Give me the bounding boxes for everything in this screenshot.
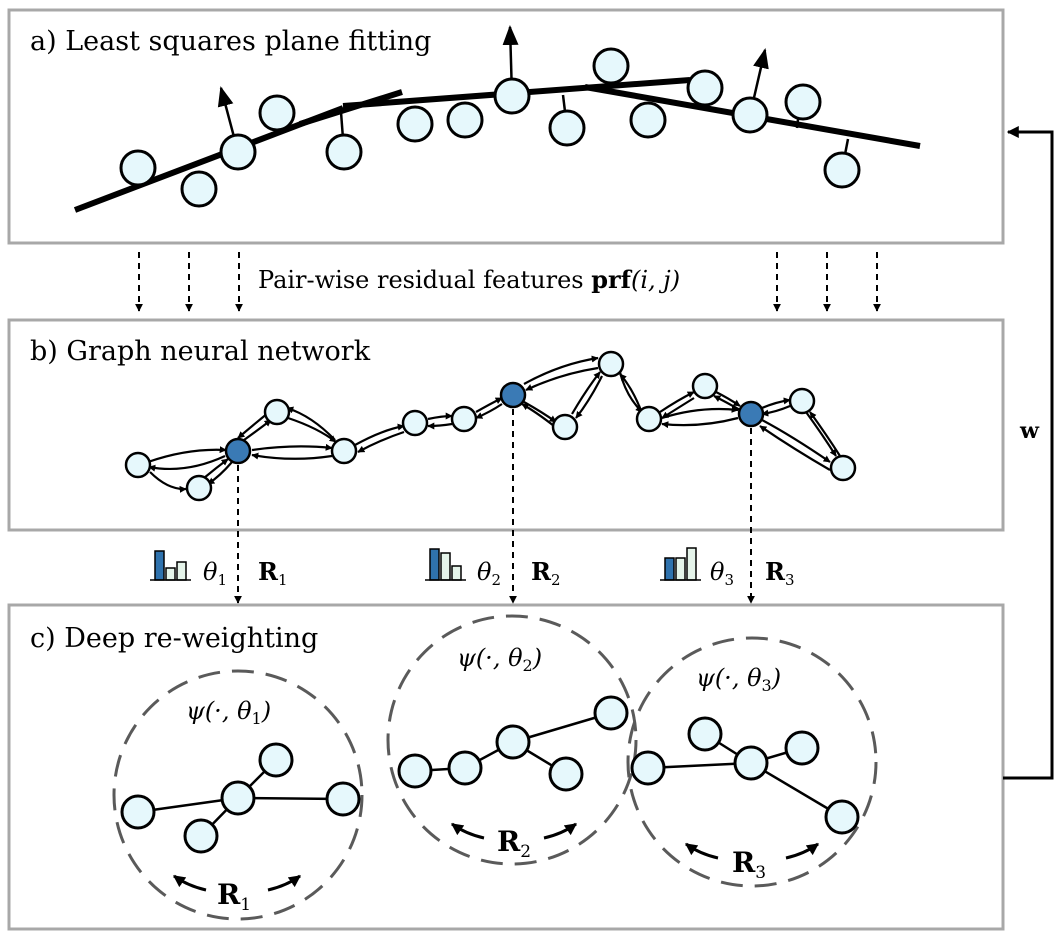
- panel-a-frame: [7, 8, 1005, 245]
- histogram-icon: [425, 548, 466, 581]
- residual-arrows: [135, 252, 881, 312]
- graph-node: [824, 799, 860, 835]
- theta-label: θ2: [477, 558, 501, 589]
- rotation-label: R1: [258, 557, 288, 589]
- rotation-label-2: R2: [497, 825, 531, 862]
- feedback-loop: w: [1003, 126, 1054, 780]
- graph-node-seed-3: [737, 400, 765, 428]
- rotation-arrow: [173, 874, 207, 892]
- rotation-label: R2: [531, 557, 561, 589]
- point: [258, 94, 296, 132]
- rotation-label-3: R3: [732, 846, 766, 883]
- graph-node: [401, 409, 429, 437]
- graph-nodes: [124, 350, 857, 502]
- graph-node: [687, 716, 723, 752]
- graph-node: [691, 372, 719, 400]
- rotation-arrow: [685, 842, 719, 860]
- plane-segment-1: [73, 105, 345, 213]
- panel-c-title: c) Deep re-weighting: [30, 623, 318, 654]
- psi-label-2: ψ(·, θ2): [457, 644, 542, 675]
- panel-a: a) Least squares plane fitting: [7, 8, 1005, 245]
- graph-node-seed-2: [499, 381, 527, 409]
- graph-node: [548, 756, 584, 792]
- point: [731, 96, 769, 134]
- point: [629, 101, 667, 139]
- graph-node: [183, 818, 219, 854]
- rotation-arrow: [543, 822, 577, 840]
- rotation-arrow: [451, 822, 485, 840]
- graph-node-seed-1: [224, 437, 252, 465]
- point: [548, 109, 586, 147]
- graph-node: [829, 454, 857, 482]
- param-group-2: θ2 R2: [425, 548, 561, 589]
- point: [325, 133, 363, 171]
- graph-node: [733, 745, 769, 781]
- graph-node: [220, 780, 256, 816]
- psi-label-1: ψ(·, θ1): [186, 697, 271, 728]
- point: [592, 47, 630, 85]
- graph-node: [495, 724, 531, 760]
- neighborhood-2: [386, 614, 638, 866]
- residual-features-label: Pair-wise residual features prf(i, j): [258, 265, 680, 294]
- graph-node: [120, 794, 156, 830]
- rotation-label: R3: [765, 557, 795, 589]
- graph-node: [447, 750, 483, 786]
- point: [396, 105, 434, 143]
- feedback-arrow: [1003, 126, 1054, 780]
- param-group-1: θ1 R1: [150, 550, 288, 589]
- panel-b-title: b) Graph neural network: [30, 336, 371, 367]
- feedback-label: w: [1019, 418, 1040, 444]
- graph-node: [630, 750, 666, 786]
- graph-node: [330, 437, 358, 465]
- graph-node: [185, 474, 213, 502]
- point: [784, 83, 822, 121]
- neighborhood-1: [112, 669, 364, 921]
- panel-b: b) Graph neural network: [7, 318, 1005, 532]
- panel-b-frame: [7, 318, 1005, 532]
- point: [219, 133, 257, 171]
- panel-c-frame: [7, 603, 1005, 931]
- graph-node: [551, 413, 579, 441]
- psi-label-3: ψ(·, θ3): [696, 664, 781, 695]
- local-graph-1: [120, 742, 361, 854]
- point: [823, 151, 861, 189]
- point: [119, 149, 157, 187]
- histogram-icon: [660, 547, 701, 581]
- theta-label: θ3: [710, 558, 734, 589]
- neighborhood-3: [626, 636, 878, 888]
- graph-node: [258, 742, 294, 778]
- histogram-icon: [150, 550, 191, 581]
- rotation-arrows: [173, 822, 819, 892]
- rotation-arrow: [785, 842, 819, 860]
- panel-c: c) Deep re-weighting ψ(·, θ1) ψ(·, θ2) ψ…: [7, 603, 1005, 931]
- graph-node: [784, 730, 820, 766]
- graph-node: [397, 753, 433, 789]
- graph-node: [124, 451, 152, 479]
- local-graph-3: [630, 716, 860, 835]
- theta-label: θ1: [203, 558, 227, 589]
- graph-node: [325, 781, 361, 817]
- point: [446, 101, 484, 139]
- point: [686, 69, 724, 107]
- rotation-arrow: [267, 874, 301, 892]
- param-group-3: θ3 R3: [660, 547, 795, 589]
- local-neighborhoods: [112, 614, 878, 921]
- point: [493, 77, 531, 115]
- graph-node: [597, 350, 625, 378]
- rotation-label-1: R1: [217, 878, 251, 915]
- graph-node: [450, 405, 478, 433]
- graph-node: [263, 398, 291, 426]
- graph-node: [593, 695, 629, 731]
- point-cloud: [119, 47, 861, 208]
- point: [180, 170, 218, 208]
- graph-node: [635, 405, 663, 433]
- graph-node: [788, 387, 816, 415]
- local-graph-2: [397, 695, 629, 792]
- param-arrows: [234, 409, 755, 604]
- panel-a-title: a) Least squares plane fitting: [30, 26, 431, 57]
